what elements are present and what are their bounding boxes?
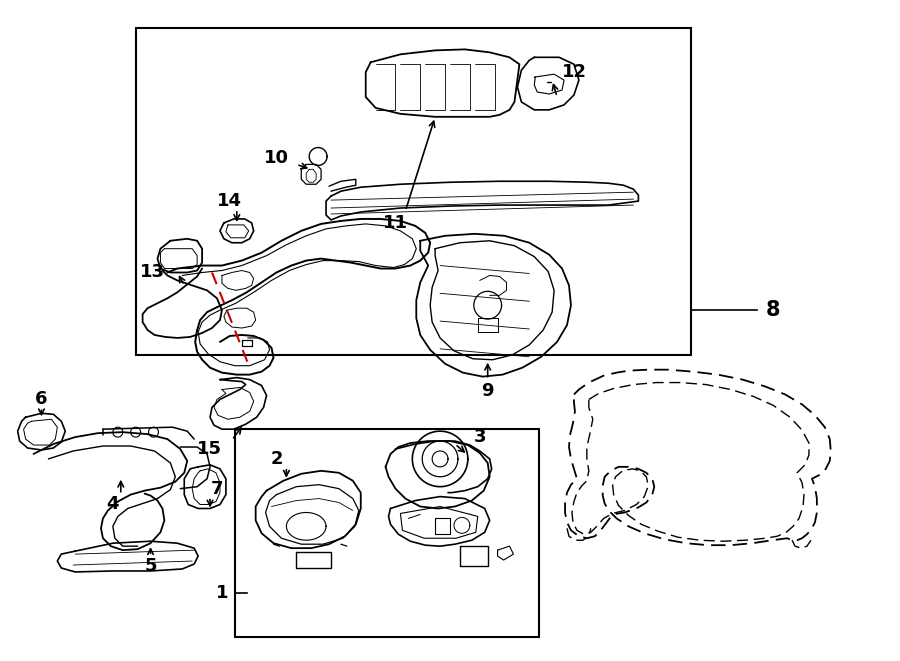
Text: 11: 11: [383, 214, 408, 232]
Bar: [235, 429, 539, 637]
Text: 2: 2: [270, 450, 283, 468]
Text: 1: 1: [216, 584, 229, 602]
Text: 13: 13: [140, 264, 166, 282]
Text: 6: 6: [35, 391, 48, 408]
Text: 12: 12: [562, 63, 587, 81]
Text: 3: 3: [473, 428, 486, 446]
Text: 7: 7: [211, 480, 223, 498]
Text: 14: 14: [218, 192, 242, 210]
Bar: [136, 28, 691, 355]
Text: 5: 5: [144, 557, 157, 575]
Text: 10: 10: [264, 149, 289, 167]
Text: 15: 15: [197, 440, 222, 458]
Text: 8: 8: [766, 300, 780, 320]
Text: 4: 4: [106, 494, 119, 512]
Text: 9: 9: [482, 383, 494, 401]
